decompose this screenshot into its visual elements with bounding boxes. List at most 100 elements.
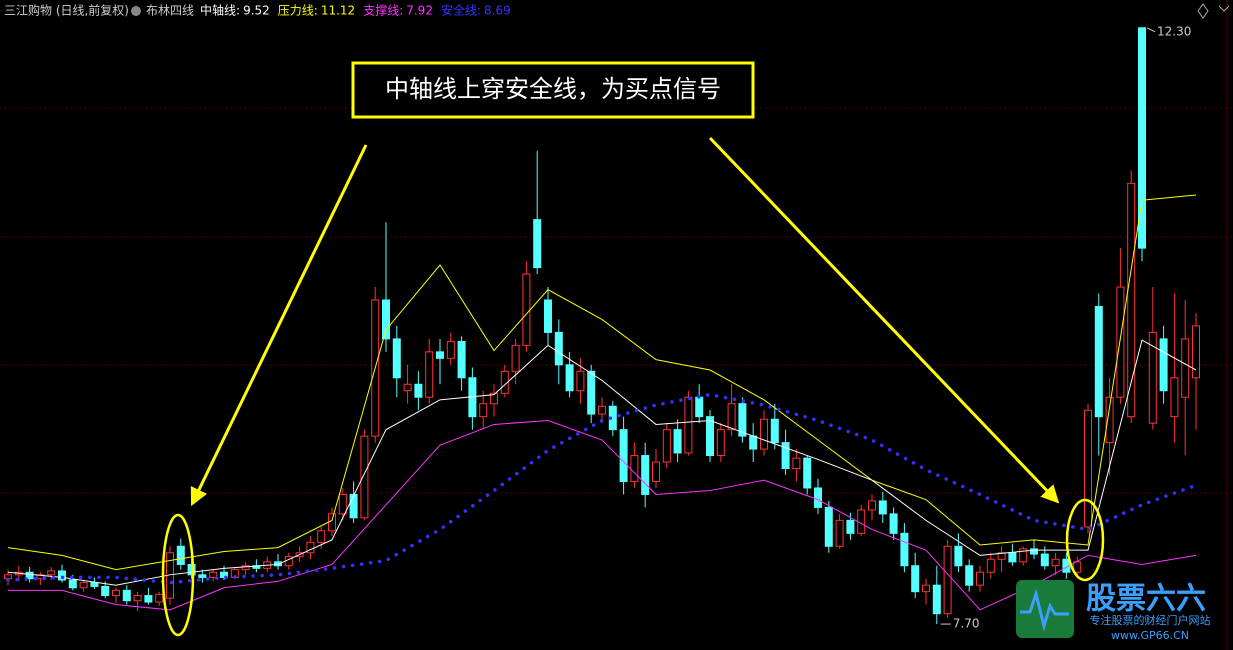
- candle-body: [716, 429, 725, 457]
- candle-body: [954, 545, 963, 567]
- candle-body: [220, 571, 228, 578]
- annotation: 中轴线上穿安全线，为买点信号: [385, 75, 721, 103]
- high-label: 12.30: [1157, 24, 1191, 38]
- candle-body: [500, 370, 509, 394]
- readout-name: 压力线:: [278, 4, 318, 18]
- candle-body: [565, 364, 574, 392]
- low-label: 7.70: [953, 617, 980, 631]
- candle-body: [317, 530, 326, 543]
- candle-body: [101, 585, 110, 597]
- arrow: [190, 144, 368, 507]
- high-pointer: [1146, 27, 1156, 33]
- candle-body: [986, 558, 995, 573]
- candle-body: [1159, 338, 1168, 392]
- candle-body: [932, 584, 941, 615]
- candle-body: [1105, 396, 1114, 444]
- candle-body: [911, 565, 920, 593]
- candle-body: [1094, 305, 1103, 418]
- highlight-ellipse: [161, 513, 195, 637]
- candle-body: [25, 571, 34, 580]
- candle-body: [490, 392, 498, 405]
- candle-body: [155, 593, 164, 603]
- candle-body: [522, 273, 531, 346]
- candle-body: [446, 340, 455, 359]
- candle-body: [868, 500, 876, 511]
- candle-body: [47, 570, 56, 576]
- candle-body: [382, 299, 390, 340]
- candle-body: [727, 403, 736, 431]
- candle-body: [392, 338, 401, 379]
- readout-name: 安全线:: [441, 3, 481, 18]
- candle-body: [425, 351, 434, 398]
- candle-body: [943, 545, 952, 615]
- candle-body: [328, 513, 336, 532]
- candle-body: [457, 340, 466, 379]
- indicator-name: 布林四线: [146, 4, 194, 18]
- candle-body: [846, 519, 855, 534]
- readout-name: 中轴线:: [200, 3, 240, 18]
- candle-body: [403, 383, 412, 392]
- candle-body: [997, 552, 1006, 560]
- candle-body: [1170, 377, 1179, 418]
- candle-body: [79, 582, 88, 589]
- candle-body: [533, 219, 542, 269]
- arrow: [708, 136, 1060, 504]
- candle-body: [1040, 553, 1049, 567]
- candle-body: [554, 331, 563, 366]
- candle-body: [122, 589, 131, 602]
- candle-body: [587, 370, 596, 415]
- candle-body: [1019, 548, 1028, 563]
- watermark-brand: 股票六六: [1086, 582, 1206, 617]
- candle-body: [1008, 552, 1017, 563]
- candle-body: [338, 493, 347, 515]
- indicator-icon[interactable]: [131, 6, 141, 16]
- readout-value: 9.52: [243, 4, 270, 18]
- candle-body: [1148, 331, 1157, 424]
- candle-body: [641, 455, 650, 495]
- stock-title: 三江购物 (日线,前复权): [4, 3, 129, 18]
- band-line: [8, 420, 1197, 611]
- candle-body: [878, 500, 887, 515]
- candle-body: [198, 574, 207, 578]
- candle-body: [889, 513, 898, 534]
- annotation-box: [351, 61, 755, 119]
- readout-value: 7.92: [406, 4, 433, 18]
- candle-body: [965, 565, 974, 586]
- watermark-url: www.GP66.CN: [1111, 629, 1189, 642]
- collapse-icon[interactable]: [1218, 5, 1230, 12]
- candle-body: [1138, 27, 1146, 249]
- candle-body: [803, 457, 812, 489]
- candle-body: [209, 571, 218, 578]
- candle-body: [835, 519, 844, 547]
- candle-body: [511, 344, 520, 372]
- candle-body: [544, 299, 552, 333]
- candle-body: [1181, 338, 1190, 398]
- candle-body: [274, 561, 282, 567]
- candle-body: [673, 429, 682, 454]
- candle-body: [436, 351, 444, 359]
- candle-body: [781, 442, 790, 470]
- candle-body: [1116, 286, 1125, 398]
- candle-body: [176, 545, 185, 565]
- candle-body: [824, 506, 833, 547]
- candle-body: [598, 405, 606, 415]
- nav-icon[interactable]: [1197, 3, 1209, 19]
- candle-body: [900, 532, 909, 567]
- candle-body: [1051, 558, 1060, 567]
- candle-body: [1127, 182, 1136, 418]
- watermark-logo: [1016, 580, 1074, 638]
- candle-body: [133, 595, 142, 602]
- candle-body: [1084, 409, 1092, 528]
- candle-body: [576, 370, 585, 392]
- readout-value: 11.12: [321, 4, 355, 18]
- watermark-logo-line: [1020, 588, 1069, 632]
- candle-body: [792, 457, 801, 470]
- candle-body: [814, 487, 822, 508]
- candle-body: [749, 435, 758, 450]
- candle-body: [976, 571, 984, 586]
- candle-body: [58, 570, 66, 581]
- candle-body: [349, 493, 358, 519]
- candle-body: [770, 418, 779, 444]
- watermark-slogan: 专注股票的财经门户网站: [1090, 613, 1211, 627]
